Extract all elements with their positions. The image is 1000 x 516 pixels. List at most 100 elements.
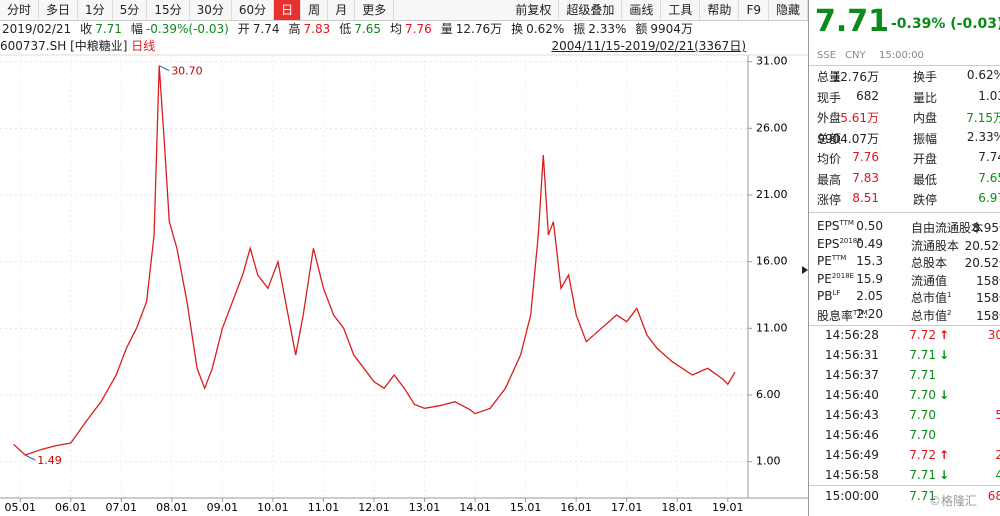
- field-value: 8.95亿: [972, 221, 1000, 235]
- tick-volume: 68: [987, 489, 1000, 503]
- tick-price: 7.72: [909, 328, 936, 342]
- tab-button[interactable]: 1分: [78, 0, 113, 20]
- tick-time: 15:00:00: [825, 489, 879, 503]
- tool-button[interactable]: F9: [739, 0, 769, 20]
- field-value: 20.52亿: [964, 238, 1000, 253]
- info-value: 7.76: [405, 22, 432, 36]
- tick-price: 7.71: [909, 468, 936, 482]
- tick-time: 14:56:31: [825, 348, 879, 362]
- tick-price: 7.70: [909, 408, 936, 422]
- info-item: 换 0.62%: [511, 21, 564, 37]
- label-sup: TTM: [831, 254, 847, 262]
- x-tick-label: 18.01: [661, 501, 693, 514]
- info-item: 开 7.74: [238, 21, 280, 37]
- last-price: 7.71: [815, 4, 890, 39]
- label-text: 流通股本: [911, 238, 960, 253]
- info-value: 7.83: [303, 22, 331, 36]
- field-label: EPS2018E: [817, 237, 862, 251]
- x-tick-label: 14.01: [459, 501, 491, 514]
- tool-button[interactable]: 隐藏: [769, 0, 808, 20]
- tab-button[interactable]: 5分: [113, 0, 148, 20]
- field-label: 总股本: [911, 254, 947, 271]
- tick-volume: 30: [987, 328, 1000, 342]
- collapse-arrow[interactable]: [802, 266, 808, 274]
- tab-button[interactable]: 多日: [39, 0, 79, 20]
- field-value: 682: [856, 88, 879, 103]
- label-text: PE: [817, 271, 832, 286]
- label-text: 总额: [817, 131, 842, 146]
- field-value: 7.76: [852, 150, 879, 164]
- label-sup: 2018E: [831, 271, 855, 280]
- info-label: 额: [635, 22, 648, 36]
- x-tick-label: 12.01: [358, 501, 390, 514]
- chart-header: 600737.SH [中粮糖业] 日线 2004/11/15-2019/02/2…: [0, 38, 748, 54]
- label-text: 换手: [913, 70, 938, 84]
- label-text: PB: [817, 289, 833, 303]
- tick-volume: 2: [995, 448, 1000, 462]
- info-value: 7.74: [252, 22, 280, 36]
- field-value: 2.20: [856, 306, 883, 321]
- info-item: 高 7.83: [289, 21, 331, 37]
- tab-button[interactable]: 日: [274, 0, 302, 20]
- field-value: 7.74: [978, 150, 1000, 164]
- label-text: 现手: [817, 90, 842, 105]
- x-tick-label: 08.01: [156, 501, 188, 514]
- info-label: 开: [237, 22, 250, 36]
- label-text: EPS: [817, 236, 840, 251]
- info-item: 量 12.76万: [441, 21, 502, 37]
- y-tick-label: 6.00: [756, 388, 781, 401]
- toolbar: 分时 多日 1分 5分 15分 30分 60分日周月更多 前复权 超级叠加 画线 工具 帮助 F9 隐藏: [0, 0, 808, 21]
- label-text: 振幅: [913, 131, 938, 146]
- info-label: 幅: [130, 22, 143, 36]
- exchange: SSE: [817, 50, 837, 61]
- field-value: 0.50: [856, 219, 883, 233]
- tick-time: 14:56:40: [825, 388, 879, 402]
- tool-button[interactable]: 超级叠加: [559, 0, 623, 20]
- tab-button[interactable]: 30分: [190, 0, 232, 20]
- watermark: ©格隆汇: [929, 494, 978, 508]
- tab-button[interactable]: 更多: [355, 0, 395, 20]
- tab-button[interactable]: 月: [328, 0, 356, 20]
- tick-volume: 4: [995, 468, 1000, 482]
- tick-time: 14:56:49: [825, 448, 879, 462]
- info-label: 量: [440, 22, 453, 36]
- tool-button[interactable]: 工具: [661, 0, 701, 20]
- field-label: 流通值: [911, 272, 947, 289]
- annotation-label: 30.70: [171, 65, 203, 78]
- field-label: 最低: [913, 171, 937, 188]
- field-label: PE2018E: [817, 272, 854, 286]
- label-text: 总股本: [911, 256, 948, 270]
- tab-button[interactable]: 分时: [0, 0, 40, 20]
- info-label: 收: [80, 22, 93, 36]
- field-value: 7.65: [978, 170, 1000, 185]
- field-label: PBLF: [817, 289, 840, 303]
- tick-time: 14:56:46: [825, 428, 879, 442]
- field-label: 总额: [817, 130, 841, 147]
- tool-button[interactable]: 前复权: [508, 0, 560, 20]
- field-label: 外盘: [817, 109, 841, 126]
- tab-button[interactable]: 60分: [232, 0, 275, 20]
- y-tick-label: 31.00: [756, 55, 788, 68]
- field-label: 总量: [817, 68, 841, 85]
- tool-button[interactable]: 画线: [622, 0, 662, 20]
- label-text: 总量: [817, 70, 842, 84]
- stock-name: [中粮糖业]: [70, 39, 128, 53]
- tick-price: 7.71: [909, 368, 936, 382]
- annotation-label: 1.49: [37, 454, 62, 467]
- label-text: 均价: [817, 152, 842, 166]
- tick-time: 14:56:37: [825, 368, 879, 382]
- field-value: 12.76万: [832, 70, 879, 84]
- price-line: [13, 65, 736, 456]
- label-text: 量比: [913, 90, 938, 105]
- field-label: EPSTTM: [817, 219, 854, 233]
- tab-button[interactable]: 周: [301, 0, 329, 20]
- info-label: 振: [573, 22, 586, 36]
- field-label: 总市值1: [911, 289, 951, 306]
- label-text: 最高: [817, 172, 842, 187]
- field-value: 1.03: [978, 88, 1000, 103]
- label-text: 自由流通股本: [911, 221, 984, 235]
- tab-button[interactable]: 15分: [147, 0, 190, 20]
- tool-button[interactable]: 帮助: [700, 0, 740, 20]
- annotation-pointer: [25, 454, 36, 461]
